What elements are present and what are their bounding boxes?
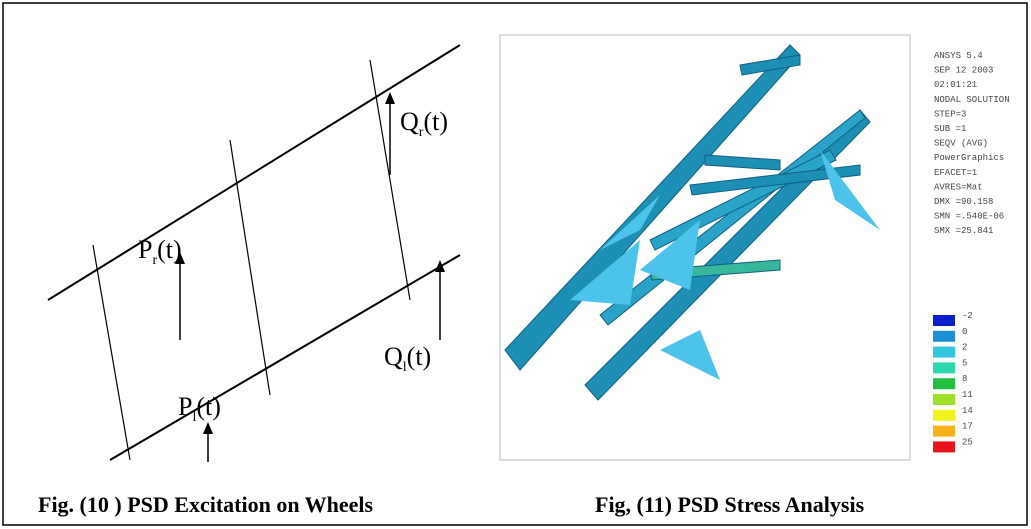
figure: Pr(t) Qr(t) Ql(t) Pl(t) ANSYS 5.4 SEP 12 2003… <box>0 0 1031 529</box>
label-tail: (t) <box>157 235 182 264</box>
legend-swatch <box>933 315 955 326</box>
label-tail: (t) <box>196 392 221 421</box>
legend-swatch <box>933 410 955 421</box>
info-line: NODAL SOLUTION <box>934 95 1010 105</box>
wheel-diagram <box>48 45 460 462</box>
legend-label: 0 <box>962 327 967 337</box>
force-label: Ql(t) <box>384 342 431 375</box>
label-main: P <box>138 235 152 264</box>
info-line: SMN =.540E-06 <box>934 212 1004 222</box>
legend-swatch <box>933 362 955 373</box>
legend-label: 25 <box>962 437 973 447</box>
label-main: P <box>178 392 192 421</box>
label-main: Q <box>400 107 419 136</box>
info-line: SEP 12 2003 <box>934 66 993 76</box>
legend-swatch <box>933 378 955 389</box>
caption: Fig, (11) PSD Stress Analysis <box>595 492 865 517</box>
label-tail: (t) <box>423 107 448 136</box>
info-line: ANSYS 5.4 <box>934 51 983 61</box>
legend-swatch <box>933 394 955 405</box>
info-line: SEQV (AVG) <box>934 139 988 149</box>
page: Pr(t) Qr(t) Ql(t) Pl(t) ANSYS 5.4 SEP 12 2003… <box>0 0 1031 529</box>
info-line: STEP=3 <box>934 109 966 119</box>
label-main: Q <box>384 342 403 371</box>
legend-swatch <box>933 441 955 452</box>
legend-label: 11 <box>962 390 973 400</box>
legend-label: 2 <box>962 343 967 353</box>
legend-swatch <box>933 426 955 437</box>
legend-swatch <box>933 331 955 342</box>
legend-label: -2 <box>962 311 973 321</box>
legend-label: 17 <box>962 422 973 432</box>
legend-swatch <box>933 347 955 358</box>
info-line: SUB =1 <box>934 124 966 134</box>
force-label: Pl(t) <box>178 392 221 425</box>
legend-label: 14 <box>962 406 973 416</box>
label-tail: (t) <box>407 342 432 371</box>
force-label: Qr(t) <box>400 107 448 140</box>
info-line: PowerGraphics <box>934 153 1004 163</box>
info-line: EFACET=1 <box>934 168 977 178</box>
info-line: AVRES=Mat <box>934 182 983 192</box>
legend-label: 5 <box>962 358 967 368</box>
force-label: Pr(t) <box>138 235 182 268</box>
info-line: DMX =90.158 <box>934 197 993 207</box>
caption: Fig. (10 ) PSD Excitation on Wheels <box>38 492 374 517</box>
legend-label: 8 <box>962 374 967 384</box>
info-line: 02:01:21 <box>934 80 977 90</box>
info-line: SMX =25.841 <box>934 226 993 236</box>
arrow-heads <box>175 92 445 434</box>
